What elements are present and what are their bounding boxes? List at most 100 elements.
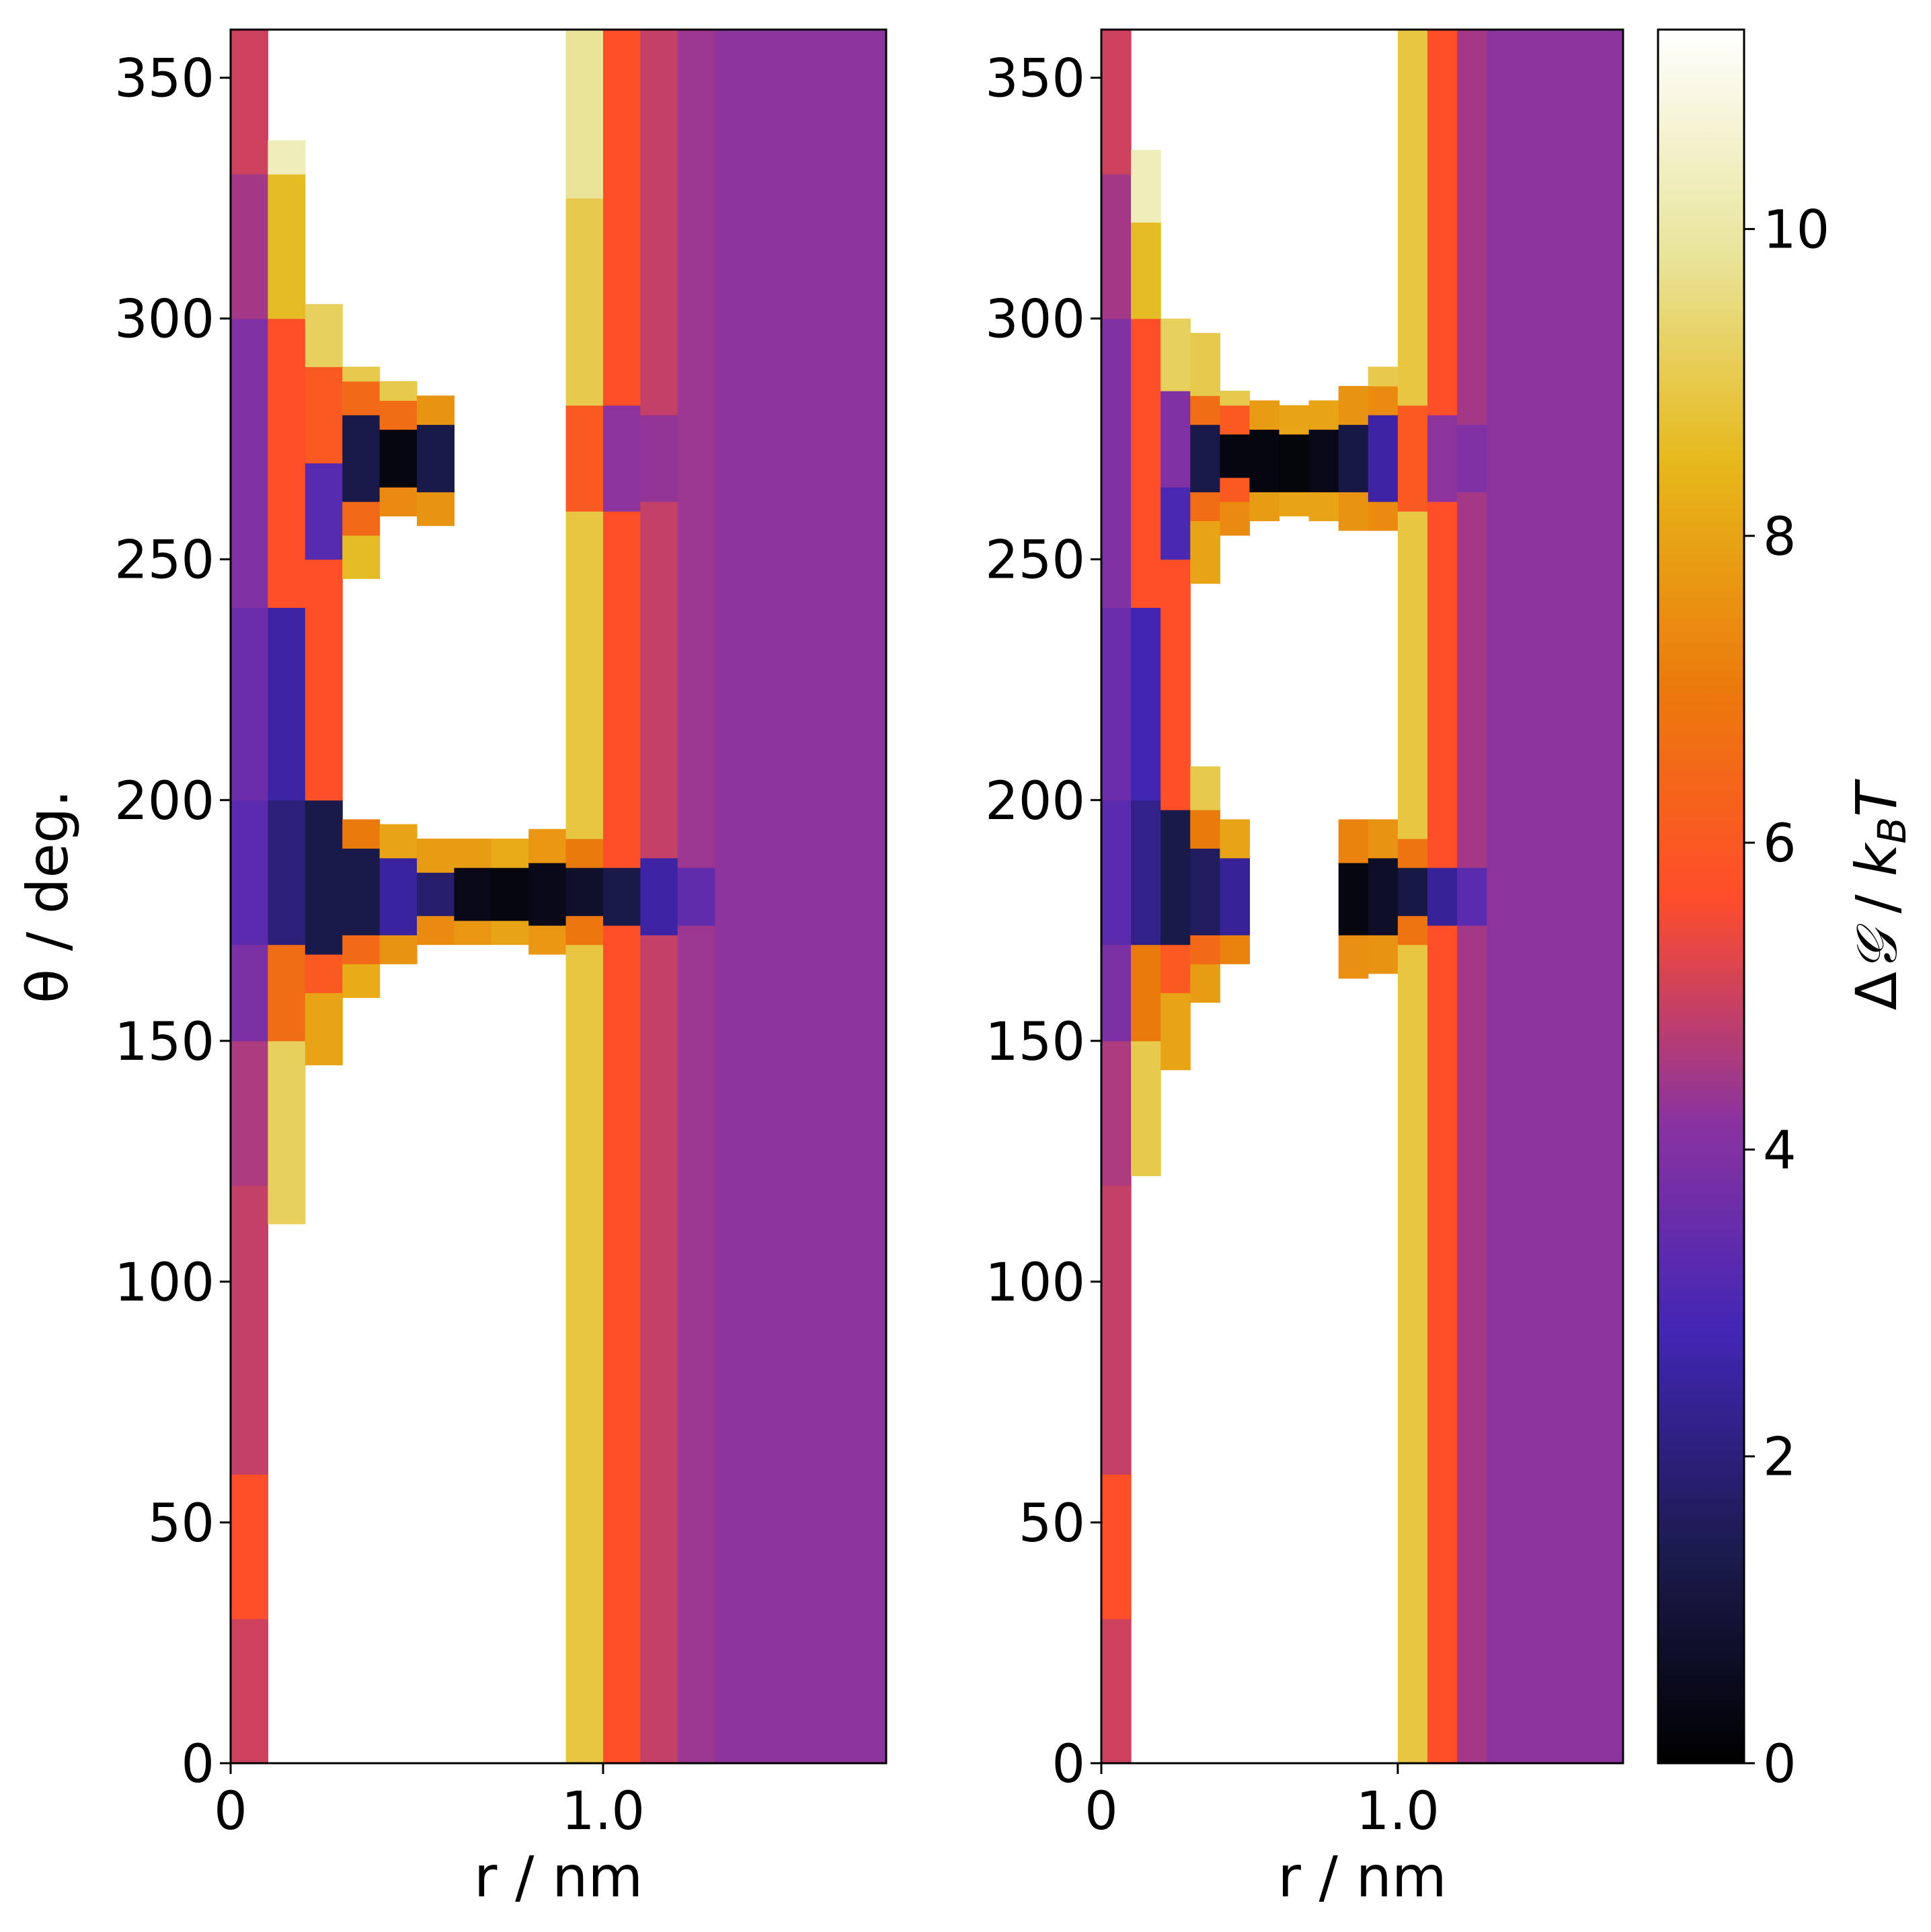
heatmap-cell [1160, 993, 1191, 1071]
heatmap-cell [1249, 429, 1280, 493]
x-tick-label: 0 [1085, 1781, 1118, 1842]
heatmap-cell [268, 140, 306, 175]
heatmap-cell [1338, 819, 1369, 863]
heatmap-cell [305, 463, 343, 560]
heatmap-cell [565, 405, 604, 512]
heatmap-cell [1101, 607, 1132, 801]
heatmap-cell [305, 954, 343, 993]
heatmap-cell [1190, 520, 1220, 584]
heatmap-cell [342, 366, 381, 382]
left-x-axis-label: r / nm [474, 1844, 643, 1910]
heatmap-cell [231, 607, 268, 801]
heatmap-cell [1160, 559, 1191, 810]
colorbar-tick-label: 8 [1763, 507, 1797, 568]
heatmap-cell [305, 993, 343, 1066]
heatmap-cell [379, 824, 418, 859]
heatmap-cell [565, 839, 604, 868]
heatmap-cell [342, 819, 381, 849]
heatmap-cell [454, 920, 492, 945]
heatmap-cell [1368, 414, 1398, 502]
heatmap-cell [565, 944, 604, 1764]
colorbar-label-k: k [1844, 841, 1909, 876]
heatmap-cell [1131, 607, 1161, 801]
colorbar-tick-label: 0 [1763, 1734, 1797, 1795]
heatmap-cell [1338, 862, 1369, 935]
heatmap-cell [1338, 492, 1369, 531]
y-tick-label: 350 [114, 49, 214, 110]
heatmap-cell [640, 30, 678, 416]
y-tick-label: 50 [1019, 1494, 1085, 1554]
heatmap-cell [1101, 944, 1132, 1042]
heatmap-cell [1308, 400, 1339, 430]
heatmap-cell [1427, 501, 1458, 868]
heatmap-cell [565, 198, 604, 406]
heatmap-cell [1397, 30, 1428, 406]
heatmap-cell [305, 559, 343, 801]
heatmap-cell [1368, 385, 1398, 416]
heatmap-cell [379, 935, 418, 964]
heatmap-cell [1190, 810, 1220, 849]
right-x-axis-ticks: 0 1.0 [1085, 1763, 1440, 1842]
heatmap-cell [602, 30, 641, 406]
heatmap-cell [715, 30, 887, 1764]
heatmap-cell [1368, 366, 1398, 387]
heatmap-cell [1101, 173, 1132, 319]
heatmap-cell [1220, 477, 1251, 502]
heatmap-cell [1131, 222, 1161, 319]
heatmap-cell [231, 800, 268, 945]
heatmap-cell [268, 607, 306, 801]
heatmap-cell [1220, 391, 1251, 406]
heatmap-cell [1131, 944, 1161, 1042]
heatmap-cell [1190, 333, 1220, 396]
heatmap-cell [1190, 935, 1220, 964]
left-x-axis-ticks: 0 1.0 [214, 1763, 645, 1842]
heatmap-cell [1338, 385, 1369, 425]
y-tick-label: 200 [985, 771, 1085, 832]
heatmap-cell [1397, 867, 1428, 917]
y-tick-label: 100 [114, 1253, 214, 1313]
heatmap-cell [305, 304, 343, 367]
heatmap-cell [454, 867, 492, 921]
heatmap-cell [379, 487, 418, 516]
heatmap-cell [1190, 964, 1220, 1003]
colorbar-tick-label: 6 [1763, 814, 1797, 874]
heatmap-cell [1397, 839, 1428, 868]
right-x-axis-label: r / nm [1277, 1844, 1446, 1910]
heatmap-cell [528, 862, 567, 926]
heatmap-cell [1190, 492, 1220, 522]
heatmap-cell [1249, 492, 1280, 522]
colorbar-tick-label: 4 [1763, 1120, 1797, 1181]
right-y-axis-ticks: 0 50 100 150 200 250 300 350 [985, 49, 1101, 1795]
right-heatmap-cells [1101, 30, 1624, 1764]
heatmap-cell [379, 400, 418, 430]
heatmap-cell [491, 867, 529, 921]
heatmap-cell [1397, 405, 1428, 512]
heatmap-cell [1160, 318, 1191, 391]
heatmap-cell [305, 366, 343, 464]
heatmap-cell [1160, 487, 1191, 560]
heatmap-cell [1160, 810, 1191, 945]
heatmap-cell [1131, 1040, 1161, 1176]
heatmap-cell [602, 405, 641, 512]
heatmap-cell [1101, 1474, 1132, 1619]
heatmap-cell [1338, 935, 1369, 979]
left-y-axis-label: θ / deg. [15, 789, 81, 1003]
heatmap-cell [342, 935, 381, 964]
heatmap-cell [342, 414, 381, 502]
heatmap-cell [231, 173, 268, 319]
heatmap-cell [305, 800, 343, 955]
colorbar-label-delta: Δ [1844, 972, 1909, 1010]
heatmap-cell [231, 318, 268, 608]
heatmap-cell [231, 1185, 268, 1475]
heatmap-cell [1457, 867, 1487, 926]
heatmap-cell [342, 848, 381, 935]
heatmap-cell [1368, 501, 1398, 531]
heatmap-cell [379, 429, 418, 488]
left-y-axis-ticks: 0 50 100 150 200 250 300 350 [114, 49, 231, 1795]
colorbar-label-sep: / [1844, 876, 1909, 931]
heatmap-cell [231, 1040, 268, 1186]
heatmap-cell [1427, 925, 1458, 1764]
heatmap-cell [1397, 511, 1428, 839]
heatmap-cell [640, 935, 678, 1764]
